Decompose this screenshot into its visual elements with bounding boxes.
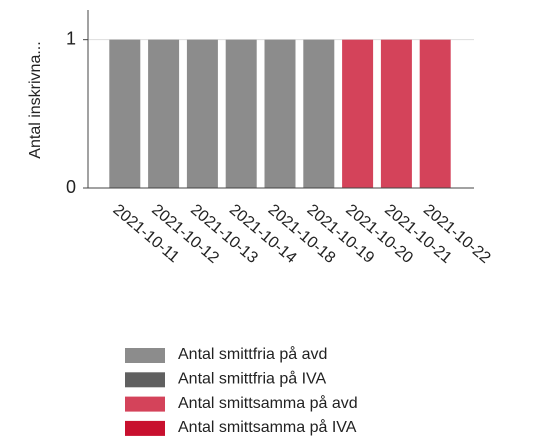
legend-swatch [125,372,165,388]
y-tick-label: 0 [66,177,76,197]
legend-label: Antal smittfria på IVA [178,370,327,388]
bar [186,39,218,188]
y-tick-label: 1 [66,28,76,48]
legend-swatch [125,420,165,436]
legend-swatch [125,348,165,363]
bar [342,39,374,188]
bar [303,39,335,188]
legend-label: Antal smittsamma på avd [178,394,358,412]
bar [109,39,141,188]
bar [225,39,257,188]
legend-label: Antal smittfria på avd [178,345,327,363]
bar [419,39,451,188]
y-axis-label: Antal inskrivna... [27,41,44,158]
bar [148,39,180,188]
bar [380,39,412,188]
legend-swatch [125,396,165,412]
bar [264,39,296,188]
legend-label: Antal smittsamma på IVA [178,418,357,436]
